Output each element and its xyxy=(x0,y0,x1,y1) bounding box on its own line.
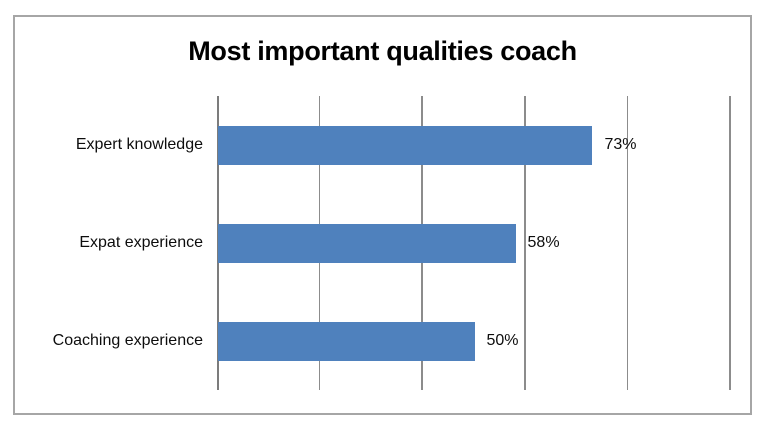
category-label: Coaching experience xyxy=(52,332,203,349)
gridline xyxy=(729,96,731,390)
chart-frame: Most important qualities coach Expert kn… xyxy=(13,15,752,415)
bar xyxy=(218,223,516,263)
bar xyxy=(218,125,593,165)
value-label: 58% xyxy=(527,234,560,251)
value-label: 73% xyxy=(604,136,637,153)
value-label: 50% xyxy=(486,332,519,349)
plot-area: Expert knowledge 73% Expat experience 58% Co… xyxy=(53,96,731,390)
bar xyxy=(218,321,475,361)
category-label: Expat experience xyxy=(79,234,203,251)
chart-title: Most important qualities coach xyxy=(188,36,577,66)
gridline xyxy=(524,96,526,390)
gridline xyxy=(626,96,629,390)
category-label: Expert knowledge xyxy=(75,136,203,153)
